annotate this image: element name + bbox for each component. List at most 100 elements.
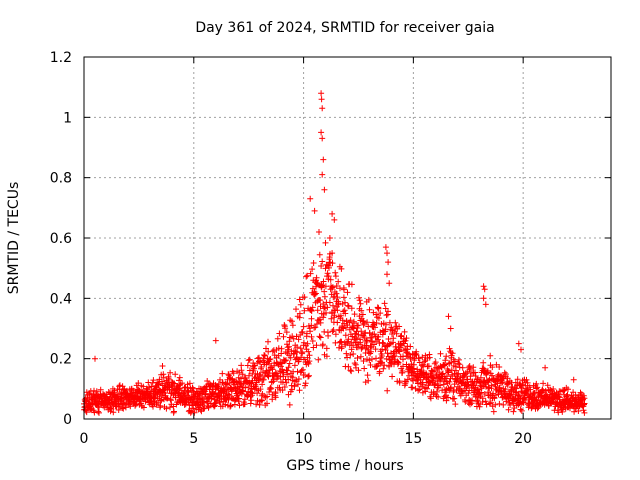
- data-point: [470, 364, 477, 371]
- data-point: [388, 324, 395, 331]
- data-point: [261, 352, 268, 358]
- data-point: [161, 390, 168, 397]
- data-point: [402, 337, 409, 344]
- data-point: [117, 395, 124, 402]
- data-point: [360, 358, 367, 364]
- data-point: [279, 387, 286, 394]
- data-point: [324, 262, 331, 269]
- data-point: [386, 363, 393, 370]
- data-point: [293, 377, 300, 384]
- data-point: [348, 281, 355, 288]
- data-point: [394, 359, 401, 366]
- data-point: [498, 380, 504, 387]
- data-point: [371, 341, 377, 348]
- data-point: [164, 395, 171, 402]
- data-point: [299, 328, 306, 335]
- data-point: [481, 391, 488, 397]
- data-point: [403, 335, 410, 342]
- data-point: [332, 269, 339, 276]
- data-point: [222, 401, 229, 408]
- data-point: [358, 307, 365, 314]
- data-point: [368, 334, 375, 341]
- data-point: [316, 333, 323, 340]
- data-point: [365, 296, 372, 303]
- data-point: [407, 343, 414, 350]
- data-point: [310, 260, 317, 266]
- data-point: [419, 381, 426, 388]
- data-point: [275, 345, 282, 352]
- data-point: [238, 375, 244, 382]
- data-point: [393, 330, 400, 337]
- data-point: [445, 369, 452, 376]
- data-point: [330, 302, 336, 309]
- data-point: [289, 386, 295, 393]
- data-point: [190, 405, 197, 412]
- data-point: [291, 362, 298, 369]
- data-point: [256, 354, 262, 361]
- data-point: [505, 406, 512, 413]
- data-point: [317, 297, 324, 304]
- data-point: [263, 345, 269, 352]
- data-point: [512, 379, 519, 386]
- data-point: [304, 340, 311, 347]
- data-point: [373, 311, 380, 318]
- data-points: [81, 90, 588, 416]
- data-point: [472, 369, 478, 376]
- data-point: [211, 391, 218, 397]
- data-point: [310, 344, 317, 351]
- data-point: [319, 282, 325, 289]
- data-point: [331, 312, 338, 319]
- data-point: [321, 288, 328, 295]
- data-point: [487, 399, 494, 406]
- data-point: [293, 306, 299, 313]
- data-point: [379, 346, 386, 353]
- data-point: [376, 368, 383, 375]
- data-point: [320, 278, 327, 285]
- data-point: [267, 356, 274, 362]
- data-point: [382, 244, 389, 251]
- data-point: [416, 386, 423, 393]
- data-point: [219, 379, 226, 386]
- data-point: [309, 304, 316, 311]
- data-point: [260, 376, 267, 383]
- data-point: [501, 369, 508, 376]
- data-point: [121, 389, 128, 395]
- data-point: [296, 310, 303, 317]
- data-point: [319, 341, 326, 348]
- data-point: [329, 284, 336, 291]
- data-point: [449, 350, 456, 357]
- data-point: [351, 311, 358, 318]
- data-point: [433, 388, 440, 395]
- data-point: [425, 363, 432, 370]
- data-point: [228, 388, 235, 395]
- data-point: [464, 376, 471, 383]
- data-point: [296, 296, 303, 303]
- data-point: [445, 313, 452, 320]
- data-point: [540, 380, 547, 387]
- data-point: [361, 320, 368, 327]
- data-point: [309, 285, 316, 292]
- data-point: [119, 405, 126, 411]
- data-point: [320, 301, 327, 307]
- data-point: [575, 408, 582, 414]
- data-point: [241, 396, 248, 403]
- data-point: [334, 319, 341, 326]
- data-point: [320, 314, 327, 321]
- data-point: [318, 263, 325, 269]
- data-point: [416, 371, 423, 378]
- data-point: [334, 307, 341, 314]
- data-point: [340, 294, 347, 301]
- data-point: [459, 364, 466, 371]
- data-point: [514, 376, 521, 383]
- data-point: [97, 386, 104, 393]
- data-point: [507, 402, 514, 408]
- data-point: [389, 373, 396, 380]
- data-point: [355, 367, 362, 374]
- data-point: [513, 388, 520, 395]
- data-point: [274, 372, 281, 379]
- data-point: [397, 341, 404, 348]
- data-point: [135, 380, 142, 387]
- data-point: [342, 332, 349, 339]
- x-tick-label: 5: [189, 431, 198, 447]
- data-point: [266, 370, 273, 377]
